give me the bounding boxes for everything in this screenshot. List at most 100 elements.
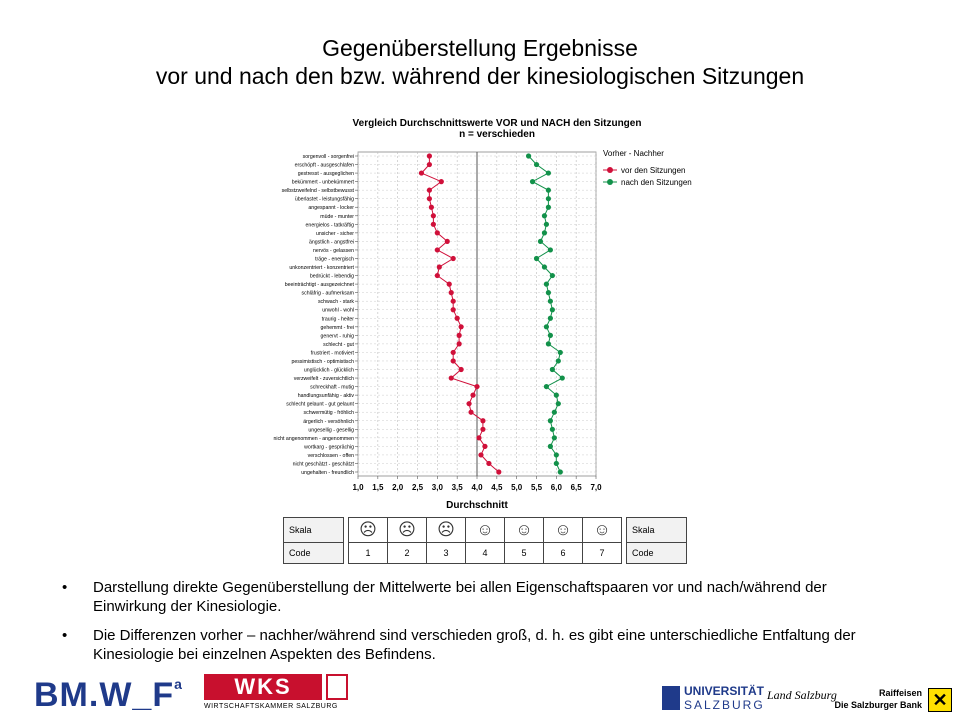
- bullet-dot: •: [62, 579, 68, 596]
- wks-text: WKS: [204, 674, 322, 700]
- y-tick-label: schläfrig - aufmerksam: [302, 291, 354, 297]
- data-point: [543, 383, 550, 390]
- code-4: 4: [465, 542, 505, 564]
- data-point: [549, 307, 555, 313]
- code-6: 6: [543, 542, 583, 564]
- scale-row: Skala ☹ ☹ ☹ ☺ ☺ ☺ ☺ Skala: [283, 517, 687, 543]
- y-tick-label: schreckhaft - mutig: [310, 385, 354, 391]
- code-row: Code 1 2 3 4 5 6 7 Code: [283, 542, 687, 564]
- data-point: [430, 221, 436, 227]
- y-tick-label: unsicher - sicher: [316, 231, 354, 237]
- bullet-dot: •: [62, 627, 68, 644]
- y-tick-label: träge - energisch: [315, 256, 354, 262]
- slide-title-line2: vor und nach den bzw. während der kinesi…: [155, 63, 805, 89]
- x-tick-label: 2,0: [392, 483, 404, 492]
- data-point: [551, 409, 557, 415]
- data-point: [547, 247, 553, 253]
- data-point: [476, 435, 482, 441]
- face-icon-3: ☹: [426, 517, 466, 543]
- x-tick-label: 5,5: [531, 483, 543, 492]
- x-tick-label: 3,0: [432, 483, 444, 492]
- land-salzburg-logo: Land Salzburg: [767, 688, 837, 702]
- data-point: [466, 401, 472, 407]
- data-point: [496, 469, 502, 475]
- data-point: [553, 460, 559, 467]
- code-7: 7: [582, 542, 622, 564]
- y-tick-label: bekümmert - unbekümmert: [292, 180, 355, 186]
- data-point: [458, 366, 464, 373]
- data-point: [426, 161, 432, 168]
- data-point: [436, 264, 442, 270]
- data-point: [557, 349, 563, 356]
- x-tick-label: 4,0: [471, 483, 483, 492]
- data-point: [559, 375, 565, 381]
- uni-salzburg-logo: UNIVERSITÄT SALZBURG: [662, 684, 764, 714]
- data-point: [426, 196, 432, 202]
- bullet-item: • Die Differenzen vorher – nachher/währe…: [62, 626, 862, 664]
- legend-title: Vorher - Nachher: [603, 149, 664, 158]
- data-point: [557, 469, 563, 475]
- data-point: [474, 383, 480, 390]
- scale-row-label: Skala: [283, 517, 344, 543]
- y-tick-label: überlastet - leistungsfähig: [295, 197, 354, 203]
- data-point: [456, 332, 462, 338]
- y-tick-label: erschöpft - ausgeschlafen: [295, 163, 355, 169]
- y-tick-label: bedrückt - lebendig: [310, 274, 354, 280]
- data-point: [448, 375, 454, 381]
- bmwf-logo: BM.W_Fa: [34, 676, 183, 715]
- x-tick-label: 6,5: [571, 483, 583, 492]
- y-tick-label: ärgerlich - versöhnlich: [303, 419, 354, 425]
- data-point: [537, 238, 544, 245]
- x-tick-label: 4,5: [491, 483, 503, 492]
- y-tick-label: energielos - tatkräftig: [306, 222, 355, 228]
- y-tick-label: wortkarg - gesprächig: [304, 444, 354, 450]
- wks-shield-icon: [326, 674, 348, 700]
- y-tick-label: unwohl - wohl: [322, 308, 354, 314]
- bullet-list: • Darstellung direkte Gegenüberstellung …: [62, 578, 862, 674]
- y-tick-label: nervös - gelassen: [313, 248, 354, 254]
- data-point: [458, 324, 464, 330]
- y-tick-label: müde - munter: [320, 214, 354, 220]
- data-point: [444, 238, 450, 245]
- data-point: [543, 281, 550, 287]
- bmwf-sup: a: [174, 676, 183, 692]
- data-point: [434, 230, 440, 236]
- y-tick-label: unglücklich - glücklich: [304, 368, 354, 374]
- scale-code-table: Skala ☹ ☹ ☹ ☺ ☺ ☺ ☺ Skala Code 1 2 3 4 5…: [283, 517, 687, 564]
- x-tick-label: 3,5: [452, 483, 464, 492]
- bullet-text: Darstellung direkte Gegenüberstellung de…: [93, 579, 827, 615]
- raiffeisen-gable-icon: ✕: [928, 688, 952, 712]
- data-point: [553, 452, 559, 458]
- x-tick-label: 1,0: [352, 483, 364, 492]
- legend-label: vor den Sitzungen: [621, 166, 686, 175]
- data-point: [547, 418, 553, 424]
- bullet-item: • Darstellung direkte Gegenüberstellung …: [62, 578, 862, 616]
- data-point: [480, 418, 486, 424]
- data-point: [428, 204, 434, 210]
- data-point: [450, 255, 456, 262]
- y-tick-label: unkonzentriert - konzentriert: [289, 265, 354, 271]
- code-5: 5: [504, 542, 544, 564]
- data-point: [545, 290, 551, 296]
- data-point: [547, 315, 553, 321]
- y-tick-label: selbstzweifelnd - selbstbewusst: [282, 188, 355, 194]
- data-point: [450, 349, 456, 356]
- face-icon-1: ☹: [348, 517, 388, 543]
- data-point: [450, 358, 456, 364]
- x-axis-label: Durchschnitt: [446, 500, 508, 511]
- data-point: [549, 272, 555, 279]
- x-tick-label: 6,0: [551, 483, 563, 492]
- uni-mark-icon: [662, 686, 680, 710]
- chart-title: Vergleich Durchschnittswerte VOR und NAC…: [353, 118, 642, 129]
- y-tick-label: ungesellig - gesellig: [308, 427, 354, 433]
- y-tick-label: nicht geschätzt - geschätzt: [293, 461, 355, 467]
- uni-line1: UNIVERSITÄT: [684, 684, 765, 698]
- rb-line2: Die Salzburger Bank: [834, 700, 922, 710]
- y-tick-label: frustriert - motiviert: [311, 350, 355, 356]
- legend-label: nach den Sitzungen: [621, 178, 692, 187]
- face-icon-5: ☺: [504, 517, 544, 543]
- data-point: [470, 392, 476, 398]
- code-row-label-right: Code: [626, 542, 687, 564]
- scale-row-label-right: Skala: [626, 517, 687, 543]
- code-2: 2: [387, 542, 427, 564]
